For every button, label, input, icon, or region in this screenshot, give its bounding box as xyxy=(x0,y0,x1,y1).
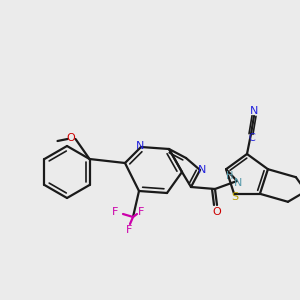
Text: F: F xyxy=(126,225,132,235)
Text: N: N xyxy=(234,178,242,188)
Text: F: F xyxy=(138,207,144,217)
Text: H: H xyxy=(226,171,234,181)
Text: N: N xyxy=(136,141,144,151)
Text: F: F xyxy=(112,207,118,217)
Text: O: O xyxy=(213,207,221,217)
Text: N: N xyxy=(198,165,206,175)
Text: N: N xyxy=(250,106,258,116)
Text: C: C xyxy=(249,133,255,143)
Text: O: O xyxy=(66,133,75,143)
Text: S: S xyxy=(232,192,238,202)
